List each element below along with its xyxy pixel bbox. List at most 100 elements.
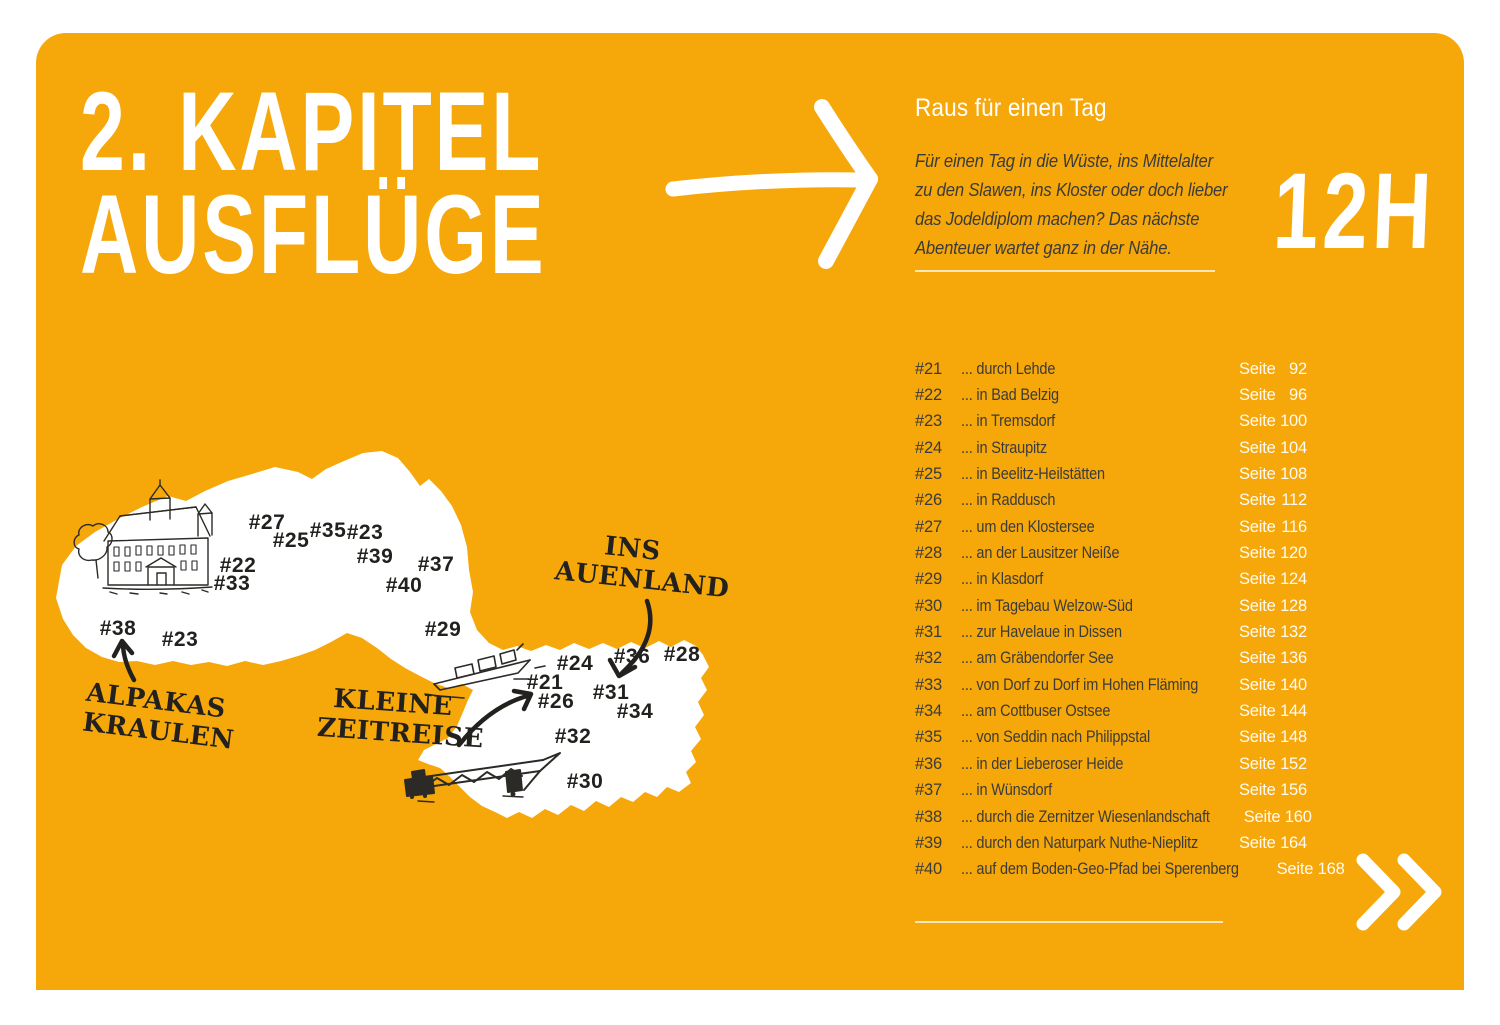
toc-page-label: Seite [1239,412,1276,431]
map-marker: #21 [526,671,564,694]
toc-page: Seite 112 [1239,491,1307,510]
toc-page-number: 92 [1289,359,1307,378]
toc-page-label: Seite [1239,570,1276,589]
toc-page-number: 132 [1280,623,1307,642]
map-marker: #29 [424,618,462,641]
toc-page-number: 120 [1280,544,1307,563]
toc-number: #34 [915,702,942,721]
toc-page-number: 152 [1280,754,1307,773]
map-marker: #40 [385,574,423,597]
map-marker: #33 [213,572,251,595]
toc-page: Seite 96 [1239,386,1307,405]
toc-page-number: 116 [1281,517,1307,536]
toc-page: Seite 152 [1239,755,1307,774]
toc-page: Seite 120 [1239,544,1307,563]
toc-page: Seite 136 [1239,649,1307,668]
toc-title: ... in Tremsdorf [961,412,1056,431]
toc-page: Seite 156 [1239,781,1307,800]
duration-badge: 12H [1271,150,1439,271]
toc-number: #31 [915,623,942,642]
map-marker: #23 [346,521,384,544]
toc-page-number: 160 [1284,807,1312,826]
toc-page-number: 140 [1280,675,1307,694]
toc-row: #30 ... im Tagebau Welzow-Süd Seite 128 [915,593,1307,619]
toc-page-number: 124 [1280,570,1307,589]
chapter-title-line1: 2. KAPITEL [80,69,544,194]
map-marker: #35 [309,519,347,542]
toc-page-label: Seite [1239,359,1276,378]
toc-page-number: 108 [1280,465,1307,484]
toc-title: ... von Dorf zu Dorf im Hohen Fläming [961,675,1199,694]
toc-page: Seite 168 [1277,860,1345,879]
toc-page: Seite 144 [1239,702,1307,721]
toc-row: #37 ... in Wünsdorf Seite 156 [915,778,1307,804]
toc-row: #34 ... am Cottbuser Ostsee Seite 144 [915,698,1307,724]
toc-page: Seite 128 [1239,597,1307,616]
toc-page-number: 168 [1317,860,1345,879]
toc-page-number: 96 [1289,386,1307,405]
toc-title: ... an der Lausitzer Neiße [961,544,1120,563]
toc-page-number: 156 [1280,781,1307,800]
toc-page-label: Seite [1239,596,1276,615]
divider-bottom [915,921,1223,923]
toc-page-label: Seite [1239,623,1276,642]
toc-page-label: Seite [1239,386,1276,405]
map-marker: #23 [161,628,199,651]
toc-number: #39 [915,833,942,852]
toc-page: Seite 104 [1239,439,1307,458]
toc-title: ... in der Lieberoser Heide [961,754,1124,773]
toc-page: Seite 108 [1239,465,1307,484]
toc-number: #37 [915,781,942,800]
map-marker: #28 [663,643,701,666]
toc-list: #21 ... durch Lehde Seite 92 #22 ... in B… [915,356,1345,883]
toc-page: Seite 92 [1239,360,1307,379]
toc-row: #23 ... in Tremsdorf Seite 100 [915,409,1307,435]
toc-number: #35 [915,728,942,747]
map-marker: #39 [356,545,394,568]
toc-page-number: 112 [1281,491,1307,510]
map-marker: #26 [537,690,575,713]
toc-number: #28 [915,544,942,563]
toc-page: Seite 140 [1239,676,1307,695]
toc-page-label: Seite [1239,781,1276,800]
toc-number: #38 [915,807,942,826]
toc-row: #24 ... in Straupitz Seite 104 [915,435,1307,461]
toc-page-label: Seite [1239,491,1276,510]
toc-row: #26 ... in Raddusch Seite 112 [915,488,1307,514]
toc-row: #35 ... von Seddin nach Philippstal Seit… [915,725,1307,751]
toc-row: #32 ... am Gräbendorfer See Seite 136 [915,646,1307,672]
toc-row: #39 ... durch den Naturpark Nuthe-Niepli… [915,830,1307,856]
map-marker: #25 [272,529,310,552]
toc-page-number: 148 [1280,728,1307,747]
toc-number: #29 [915,570,942,589]
toc-title: ... in Klasdorf [961,570,1044,589]
toc-number: #32 [915,649,942,668]
toc-row: #33 ... von Dorf zu Dorf im Hohen Flämin… [915,672,1307,698]
toc-page-label: Seite [1239,728,1276,747]
toc-page-label: Seite [1239,702,1276,721]
toc-page: Seite 116 [1239,518,1307,537]
map-marker: #30 [566,770,604,793]
toc-number: #26 [915,491,942,510]
toc-row: #28 ... an der Lausitzer Neiße Seite 120 [915,540,1307,566]
toc-row: #27 ... um den Klostersee Seite 116 [915,514,1307,540]
toc-row: #40 ... auf dem Boden-Geo-Pfad bei Spere… [915,857,1345,883]
toc-number: #30 [915,596,942,615]
chapter-title-line2: AUSFLÜGE [80,172,547,297]
toc-title: ... durch Lehde [961,359,1056,378]
map-marker: #27 [248,511,286,534]
map-marker: #38 [99,617,137,640]
chapter-title: 2. KAPITEL AUSFLÜGE [80,69,547,297]
toc-title: ... durch die Zernitzer Wiesenlandschaft [961,807,1210,826]
toc-page-label: Seite [1239,675,1276,694]
map-marker: #31 [592,681,630,704]
toc-number: #40 [915,860,942,879]
toc-number: #25 [915,465,942,484]
toc-title: ... in Raddusch [961,491,1056,510]
toc-row: #25 ... in Beelitz-Heilstätten Seite 108 [915,461,1307,487]
toc-title: ... in Straupitz [961,438,1047,457]
map-marker: #22 [219,554,257,577]
map-marker: #34 [616,700,654,723]
toc-row: #36 ... in der Lieberoser Heide Seite 152 [915,751,1307,777]
